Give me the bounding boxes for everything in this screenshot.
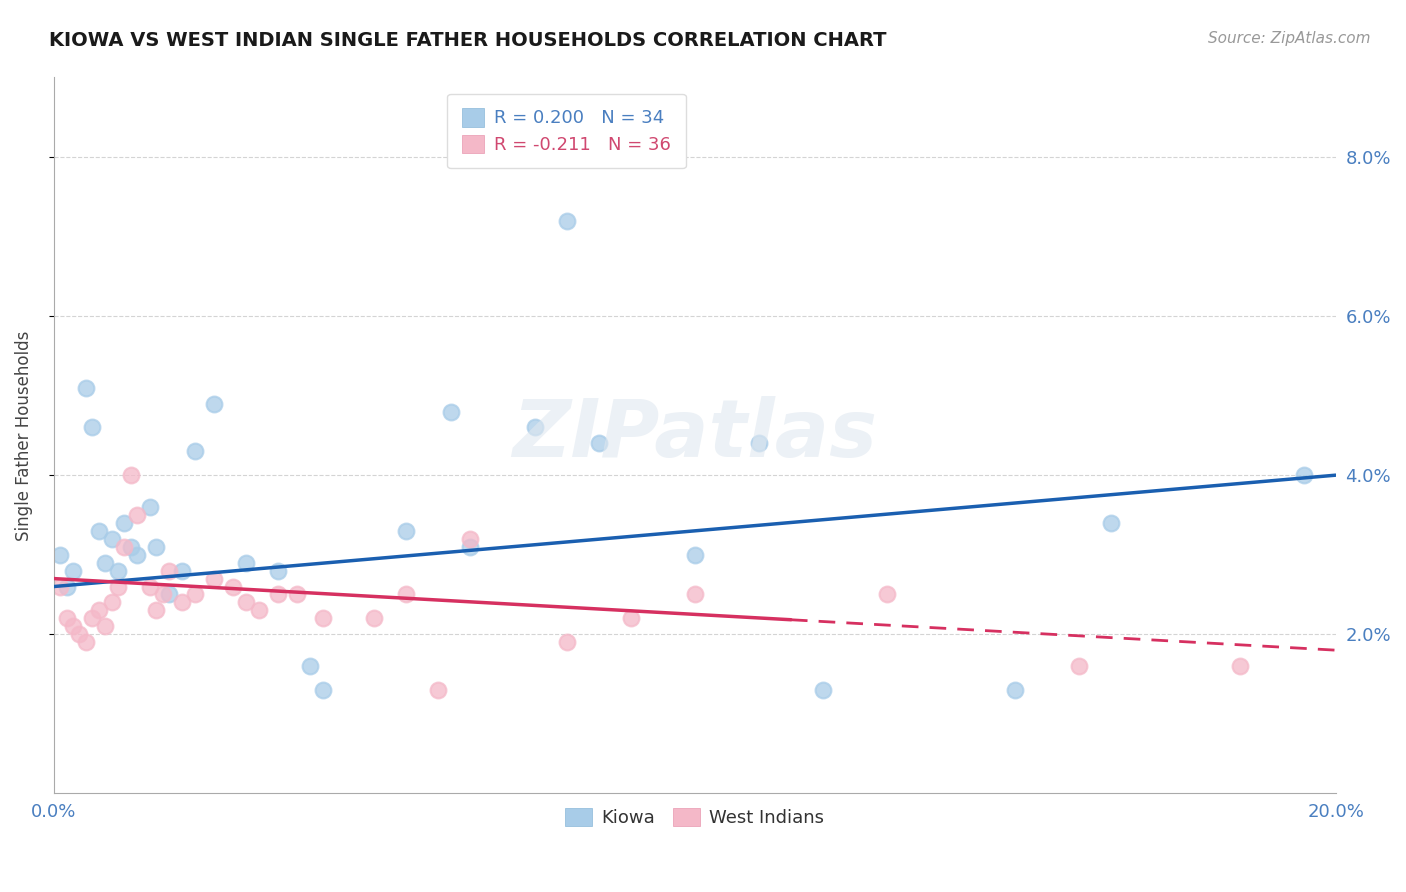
- Point: [588, 436, 610, 450]
- Point: [127, 548, 149, 562]
- Point: [75, 381, 97, 395]
- Point: [75, 635, 97, 649]
- Legend: Kiowa, West Indians: Kiowa, West Indians: [558, 801, 831, 834]
- Point: [523, 420, 546, 434]
- Point: [363, 611, 385, 625]
- Point: [620, 611, 643, 625]
- Point: [395, 587, 418, 601]
- Point: [100, 595, 122, 609]
- Point: [69, 627, 91, 641]
- Point: [427, 682, 450, 697]
- Point: [157, 564, 180, 578]
- Point: [170, 564, 193, 578]
- Point: [49, 548, 72, 562]
- Point: [127, 508, 149, 522]
- Point: [87, 524, 110, 538]
- Point: [139, 500, 162, 514]
- Point: [120, 468, 142, 483]
- Point: [1004, 682, 1026, 697]
- Point: [247, 603, 270, 617]
- Point: [235, 595, 257, 609]
- Text: Source: ZipAtlas.com: Source: ZipAtlas.com: [1208, 31, 1371, 46]
- Point: [202, 396, 225, 410]
- Point: [876, 587, 898, 601]
- Point: [62, 564, 84, 578]
- Point: [139, 580, 162, 594]
- Point: [157, 587, 180, 601]
- Point: [170, 595, 193, 609]
- Point: [145, 603, 167, 617]
- Point: [683, 587, 706, 601]
- Point: [1292, 468, 1315, 483]
- Point: [267, 587, 290, 601]
- Point: [299, 659, 322, 673]
- Point: [460, 540, 482, 554]
- Point: [460, 532, 482, 546]
- Point: [440, 404, 463, 418]
- Point: [184, 444, 207, 458]
- Point: [202, 572, 225, 586]
- Point: [152, 587, 174, 601]
- Point: [1099, 516, 1122, 530]
- Point: [267, 564, 290, 578]
- Y-axis label: Single Father Households: Single Father Households: [15, 330, 32, 541]
- Point: [395, 524, 418, 538]
- Text: ZIPatlas: ZIPatlas: [512, 396, 877, 475]
- Point: [287, 587, 309, 601]
- Point: [1229, 659, 1251, 673]
- Text: KIOWA VS WEST INDIAN SINGLE FATHER HOUSEHOLDS CORRELATION CHART: KIOWA VS WEST INDIAN SINGLE FATHER HOUSE…: [49, 31, 887, 50]
- Point: [222, 580, 245, 594]
- Point: [82, 420, 104, 434]
- Point: [120, 540, 142, 554]
- Point: [94, 556, 117, 570]
- Point: [82, 611, 104, 625]
- Point: [555, 213, 578, 227]
- Point: [1069, 659, 1091, 673]
- Point: [100, 532, 122, 546]
- Point: [87, 603, 110, 617]
- Point: [94, 619, 117, 633]
- Point: [107, 564, 129, 578]
- Point: [107, 580, 129, 594]
- Point: [555, 635, 578, 649]
- Point: [748, 436, 770, 450]
- Point: [683, 548, 706, 562]
- Point: [184, 587, 207, 601]
- Point: [145, 540, 167, 554]
- Point: [49, 580, 72, 594]
- Point: [62, 619, 84, 633]
- Point: [312, 682, 335, 697]
- Point: [55, 580, 77, 594]
- Point: [312, 611, 335, 625]
- Point: [811, 682, 834, 697]
- Point: [55, 611, 77, 625]
- Point: [112, 540, 135, 554]
- Point: [235, 556, 257, 570]
- Point: [112, 516, 135, 530]
